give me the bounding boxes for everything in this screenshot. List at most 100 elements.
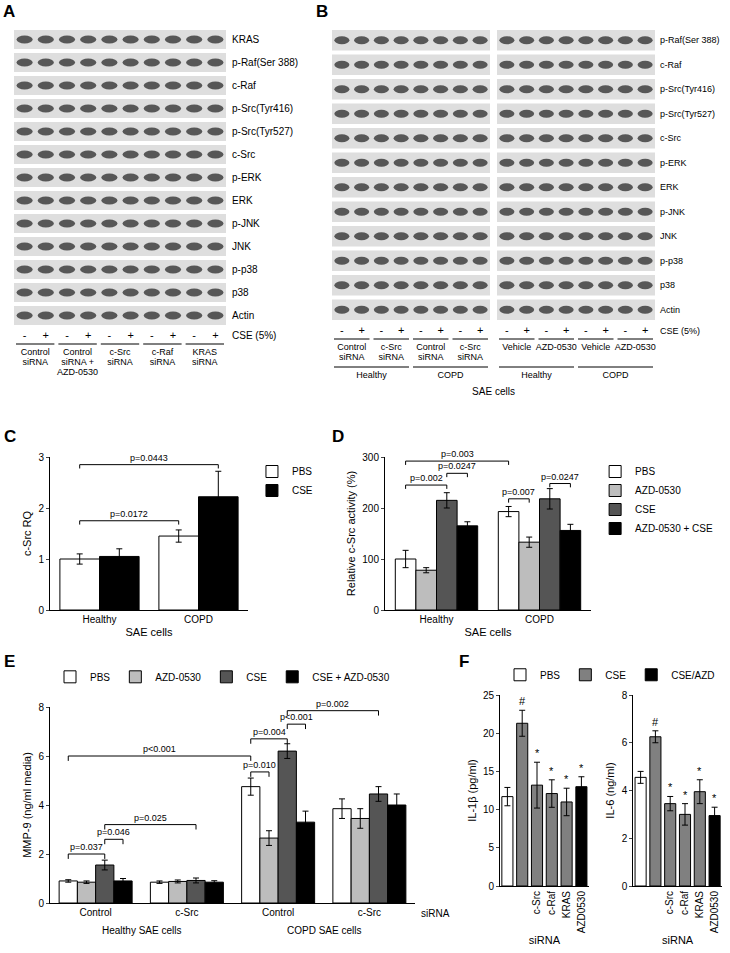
svg-text:+: + <box>437 324 443 336</box>
svg-text:Healthy: Healthy <box>83 614 117 625</box>
svg-text:COPD: COPD <box>437 370 464 380</box>
svg-text:c-Raf: c-Raf <box>152 347 174 357</box>
svg-text:PBS: PBS <box>90 672 110 683</box>
svg-text:p=0.002: p=0.002 <box>410 473 443 483</box>
svg-text:Actin: Actin <box>232 310 254 321</box>
svg-text:siRNA: siRNA <box>662 934 694 946</box>
svg-text:p38: p38 <box>660 280 675 290</box>
svg-text:c-Src RQ: c-Src RQ <box>21 510 33 556</box>
svg-text:-: - <box>545 324 549 336</box>
svg-text:Control: Control <box>21 347 50 357</box>
svg-text:*: * <box>668 781 673 793</box>
svg-text:-: - <box>419 324 423 336</box>
svg-text:p-Src(Tyr416): p-Src(Tyr416) <box>660 84 715 94</box>
svg-text:KRAS: KRAS <box>193 347 218 357</box>
svg-text:+: + <box>563 324 569 336</box>
svg-text:-: - <box>584 324 588 336</box>
svg-text:p-p38: p-p38 <box>660 256 683 266</box>
svg-text:-: - <box>108 329 112 341</box>
svg-text:c-Raf: c-Raf <box>660 60 682 70</box>
svg-text:siRNA +: siRNA + <box>61 357 94 367</box>
svg-text:ERK: ERK <box>660 182 679 192</box>
svg-text:3: 3 <box>38 452 44 463</box>
svg-text:p=0.007: p=0.007 <box>502 487 535 497</box>
svg-text:-: - <box>23 329 27 341</box>
svg-text:JNK: JNK <box>660 231 677 241</box>
svg-text:siRNA: siRNA <box>150 357 176 367</box>
svg-text:c-Src: c-Src <box>460 342 481 352</box>
svg-text:COPD: COPD <box>184 614 213 625</box>
svg-text:p-p38: p-p38 <box>232 264 258 275</box>
svg-text:20: 20 <box>483 728 495 739</box>
svg-text:Actin: Actin <box>660 305 680 315</box>
svg-text:IL-1β (pg/ml): IL-1β (pg/ml) <box>466 759 478 822</box>
svg-text:Control: Control <box>262 907 294 918</box>
svg-text:1: 1 <box>38 554 44 565</box>
svg-text:CSE (5%): CSE (5%) <box>660 326 700 336</box>
svg-text:+: + <box>127 329 133 341</box>
svg-text:p-ERK: p-ERK <box>660 158 687 168</box>
svg-text:AZD0530: AZD0530 <box>709 891 720 934</box>
svg-text:Healthy SAE cells: Healthy SAE cells <box>102 925 181 936</box>
svg-text:-: - <box>624 324 628 336</box>
svg-text:0: 0 <box>373 605 379 616</box>
svg-text:*: * <box>579 762 584 774</box>
svg-text:p<0.001: p<0.001 <box>280 712 313 722</box>
svg-text:15: 15 <box>483 766 495 777</box>
svg-text:c-Src: c-Src <box>358 907 381 918</box>
svg-text:p<0.001: p<0.001 <box>143 744 176 754</box>
svg-text:c-Src: c-Src <box>660 133 681 143</box>
svg-text:25: 25 <box>483 690 495 701</box>
svg-text:-: - <box>340 324 344 336</box>
svg-text:c-Raf: c-Raf <box>546 891 557 915</box>
svg-text:100: 100 <box>362 554 379 565</box>
svg-text:+: + <box>212 329 218 341</box>
svg-text:Vehicle: Vehicle <box>502 342 531 352</box>
svg-text:AZD0530: AZD0530 <box>576 891 587 934</box>
svg-text:*: * <box>564 773 569 785</box>
svg-text:p-Src(Tyr416): p-Src(Tyr416) <box>232 103 293 114</box>
svg-text:IL-6 (ng/ml): IL-6 (ng/ml) <box>604 762 616 818</box>
svg-text:-: - <box>65 329 69 341</box>
svg-text:c-Src: c-Src <box>531 891 542 914</box>
svg-text:AZD-0530: AZD-0530 <box>615 342 656 352</box>
svg-text:0: 0 <box>488 881 494 892</box>
svg-text:Control: Control <box>63 347 92 357</box>
svg-text:10: 10 <box>483 804 495 815</box>
svg-text:+: + <box>523 324 529 336</box>
svg-text:p-Raf(Ser 388): p-Raf(Ser 388) <box>660 35 720 45</box>
svg-text:-: - <box>150 329 154 341</box>
svg-text:AZD-0530: AZD-0530 <box>536 342 577 352</box>
svg-text:p-ERK: p-ERK <box>232 172 262 183</box>
svg-text:siRNA: siRNA <box>529 934 561 946</box>
svg-text:siRNA: siRNA <box>418 352 444 362</box>
svg-text:c-Src: c-Src <box>110 347 131 357</box>
svg-text:+: + <box>477 324 483 336</box>
svg-text:AZD-0530: AZD-0530 <box>57 367 98 377</box>
svg-text:4: 4 <box>622 785 628 796</box>
svg-text:siRNA: siRNA <box>107 357 133 367</box>
svg-text:*: * <box>549 765 554 777</box>
svg-text:p=0.046: p=0.046 <box>97 827 130 837</box>
svg-text:siRNA: siRNA <box>378 352 404 362</box>
svg-text:p-Raf(Ser 388): p-Raf(Ser 388) <box>232 57 298 68</box>
svg-text:p=0.002: p=0.002 <box>316 699 349 709</box>
svg-text:6: 6 <box>622 737 628 748</box>
svg-text:ERK: ERK <box>232 195 253 206</box>
svg-text:+: + <box>43 329 49 341</box>
svg-text:-: - <box>192 329 196 341</box>
svg-text:CSE: CSE <box>605 670 626 681</box>
svg-text:CSE (5%): CSE (5%) <box>232 330 276 341</box>
svg-text:Control: Control <box>337 342 366 352</box>
svg-text:c-Src: c-Src <box>232 149 255 160</box>
svg-text:SAE cells: SAE cells <box>464 626 512 638</box>
svg-text:8: 8 <box>622 690 628 701</box>
svg-text:SAE cells: SAE cells <box>125 626 173 638</box>
svg-text:MMP-9 (ng/ml media): MMP-9 (ng/ml media) <box>21 752 33 858</box>
svg-text:c-Raf: c-Raf <box>232 80 256 91</box>
svg-text:-: - <box>459 324 463 336</box>
svg-text:*: * <box>683 789 688 801</box>
svg-text:p=0.004: p=0.004 <box>253 727 286 737</box>
svg-text:siRNA: siRNA <box>457 352 483 362</box>
svg-text:p=0.010: p=0.010 <box>243 760 276 770</box>
